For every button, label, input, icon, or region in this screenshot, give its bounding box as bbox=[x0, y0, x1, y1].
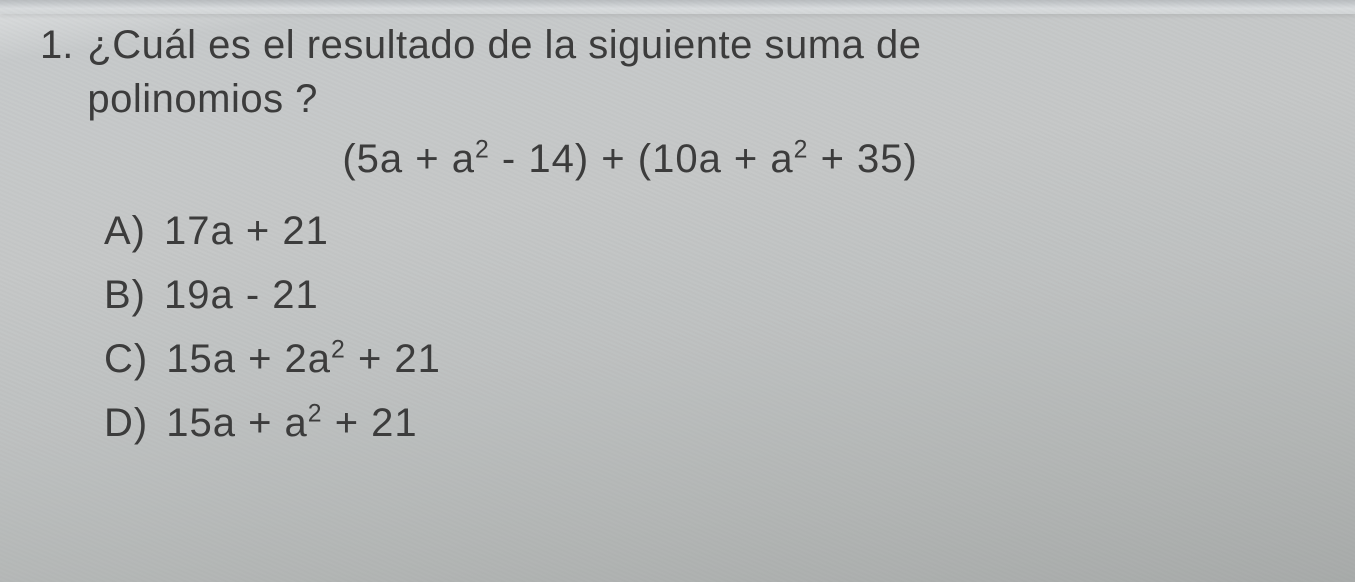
option-d: D) 15a + a2 + 21 bbox=[104, 396, 1315, 450]
stem-line-1: ¿Cuál es el resultado de la siguiente su… bbox=[87, 18, 1315, 72]
option-label: D) bbox=[104, 396, 148, 450]
option-text: 19a - 21 bbox=[164, 268, 1315, 322]
option-label: B) bbox=[104, 268, 146, 322]
question-block: 1. ¿Cuál es el resultado de la siguiente… bbox=[40, 18, 1315, 186]
page-top-edge bbox=[0, 0, 1355, 14]
option-label: C) bbox=[104, 332, 148, 386]
option-label: A) bbox=[104, 204, 146, 258]
stem-line-2: polinomios ? bbox=[87, 72, 1315, 126]
polynomial-expression: (5a + a2 - 14) + (10a + a2 + 35) bbox=[87, 132, 1315, 186]
question-stem: ¿Cuál es el resultado de la siguiente su… bbox=[87, 18, 1315, 186]
option-b: B) 19a - 21 bbox=[104, 268, 1315, 322]
option-text: 15a + 2a2 + 21 bbox=[166, 332, 1315, 386]
option-a: A) 17a + 21 bbox=[104, 204, 1315, 258]
option-c: C) 15a + 2a2 + 21 bbox=[104, 332, 1315, 386]
worksheet-page: 1. ¿Cuál es el resultado de la siguiente… bbox=[0, 0, 1355, 582]
option-text: 17a + 21 bbox=[164, 204, 1315, 258]
answer-options: A) 17a + 21 B) 19a - 21 C) 15a + 2a2 + 2… bbox=[40, 204, 1315, 450]
question-number: 1. bbox=[40, 18, 73, 186]
option-text: 15a + a2 + 21 bbox=[166, 396, 1315, 450]
